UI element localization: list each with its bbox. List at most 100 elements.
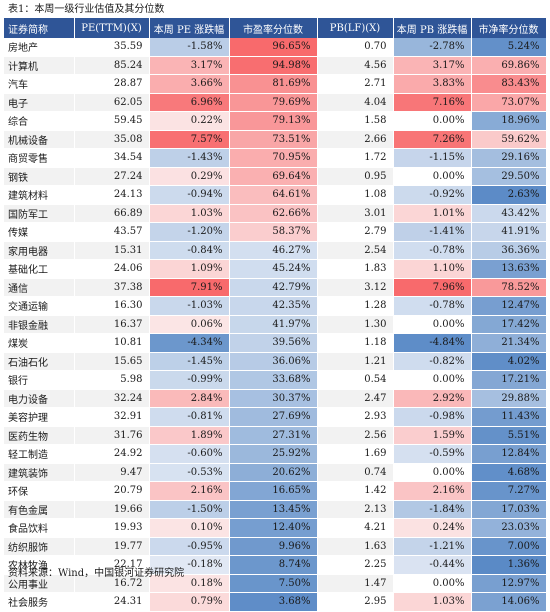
cell-pe: 35.59 — [74, 38, 150, 56]
cell-pb: 4.21 — [317, 518, 394, 537]
cell-pb-chg: -0.44% — [393, 555, 472, 574]
cell-pb-chg: 1.59% — [393, 426, 472, 445]
cell-pe-chg: -1.58% — [149, 38, 230, 56]
cell-pe-chg: -1.43% — [149, 148, 230, 167]
table-row: 美容护理 32.91 -0.81% 27.69% 2.93 -0.98% 11.43% — [4, 407, 547, 426]
cell-pb-chg: -0.98% — [393, 407, 472, 426]
cell-pb-chg: -0.59% — [393, 444, 472, 463]
cell-pe-pct: 33.68% — [229, 370, 318, 389]
cell-pb-pct: 17.03% — [471, 500, 547, 519]
cell-pb-pct: 36.36% — [471, 241, 547, 260]
cell-pe-chg: -1.03% — [149, 296, 230, 315]
cell-pb-pct: 73.07% — [471, 93, 547, 112]
cell-pe-pct: 25.92% — [229, 444, 318, 463]
table-row: 建筑装饰 9.47 -0.53% 20.62% 0.74 0.00% 4.68% — [4, 463, 547, 482]
cell-name: 美容护理 — [4, 407, 75, 426]
header-pb-percentile: 市净率分位数 — [471, 18, 547, 38]
table-row: 机械设备 35.08 7.57% 73.51% 2.66 7.26% 59.62% — [4, 130, 547, 149]
cell-pb-pct: 21.34% — [471, 333, 547, 352]
cell-pb-chg: -1.41% — [393, 222, 472, 241]
cell-pe-pct: 39.56% — [229, 333, 318, 352]
table-row: 综合 59.45 0.22% 79.13% 1.58 0.00% 18.96% — [4, 111, 547, 130]
cell-pe-pct: 13.45% — [229, 500, 318, 519]
cell-pb-chg: -0.92% — [393, 185, 472, 204]
cell-pe: 20.79 — [74, 481, 150, 500]
cell-pe-chg: -0.94% — [149, 185, 230, 204]
header-pe-change: 本周 PE 涨跌幅 — [149, 18, 230, 38]
cell-pb-pct: 78.52% — [471, 278, 547, 297]
cell-pe: 34.54 — [74, 148, 150, 167]
cell-pe: 24.92 — [74, 444, 150, 463]
cell-pe: 24.06 — [74, 259, 150, 278]
cell-pb: 2.47 — [317, 389, 394, 408]
cell-name: 综合 — [4, 111, 75, 130]
cell-name: 交通运输 — [4, 296, 75, 315]
cell-pb-pct: 29.50% — [471, 167, 547, 186]
table-row: 基础化工 24.06 1.09% 45.24% 1.83 1.10% 13.63% — [4, 259, 547, 278]
cell-pe: 10.81 — [74, 333, 150, 352]
cell-pb-chg: -0.78% — [393, 241, 472, 260]
cell-pb-chg: -1.15% — [393, 148, 472, 167]
cell-pb: 1.30 — [317, 315, 394, 334]
cell-pb-chg: 0.00% — [393, 111, 472, 130]
cell-pe-chg: 6.96% — [149, 93, 230, 112]
cell-pe: 43.57 — [74, 222, 150, 241]
header-pb: PB(LF)(X) — [317, 18, 394, 38]
cell-pb: 0.54 — [317, 370, 394, 389]
cell-pe-chg: 3.66% — [149, 74, 230, 93]
table-row: 汽车 28.87 3.66% 81.69% 2.71 3.83% 83.43% — [4, 74, 547, 93]
cell-name: 社会服务 — [4, 592, 75, 611]
cell-pe-pct: 41.97% — [229, 315, 318, 334]
cell-pb-pct: 2.63% — [471, 185, 547, 204]
header-row: 证券简称 PE(TTM)(X) 本周 PE 涨跌幅 市盈率分位数 PB(LF)(… — [4, 18, 547, 38]
cell-pe-chg: -0.60% — [149, 444, 230, 463]
cell-pe-pct: 94.98% — [229, 56, 318, 75]
cell-pb-pct: 17.21% — [471, 370, 547, 389]
cell-pb-chg: 1.03% — [393, 592, 472, 611]
table-row: 国防军工 66.89 1.03% 62.66% 3.01 1.01% 43.42% — [4, 204, 547, 223]
cell-pe-pct: 62.66% — [229, 204, 318, 223]
table-row: 钢铁 27.24 0.29% 69.64% 0.95 0.00% 29.50% — [4, 167, 547, 186]
cell-pe-chg: -0.84% — [149, 241, 230, 260]
cell-pe-chg: -4.34% — [149, 333, 230, 352]
table-row: 建筑材料 24.13 -0.94% 64.61% 1.08 -0.92% 2.63% — [4, 185, 547, 204]
cell-pe-pct: 8.74% — [229, 555, 318, 574]
header-pe-percentile: 市盈率分位数 — [229, 18, 318, 38]
cell-pb-pct: 43.42% — [471, 204, 547, 223]
cell-pe-chg: 7.91% — [149, 278, 230, 297]
cell-name: 环保 — [4, 481, 75, 500]
cell-pe-chg: 0.79% — [149, 592, 230, 611]
header-pb-change: 本周 PB 涨跌幅 — [393, 18, 472, 38]
cell-pb-pct: 13.63% — [471, 259, 547, 278]
cell-pb: 1.28 — [317, 296, 394, 315]
cell-pe-pct: 70.95% — [229, 148, 318, 167]
cell-pe-chg: 1.03% — [149, 204, 230, 223]
source-note: 资料来源：Wind，中国银河证券研究院 — [8, 568, 185, 579]
cell-pe: 15.65 — [74, 352, 150, 371]
cell-pe-pct: 79.13% — [229, 111, 318, 130]
cell-pe: 16.30 — [74, 296, 150, 315]
cell-pe-chg: 1.89% — [149, 426, 230, 445]
cell-pb-pct: 14.06% — [471, 592, 547, 611]
table-row: 农林牧渔 22.17 -0.18% 8.74% 2.25 -0.44% 1.36% — [4, 555, 547, 574]
cell-name: 有色金属 — [4, 500, 75, 519]
table-row: 电力设备 32.24 2.84% 30.37% 2.47 2.92% 29.88% — [4, 389, 547, 408]
cell-pb-pct: 23.03% — [471, 518, 547, 537]
cell-pb-chg: 0.00% — [393, 167, 472, 186]
table-row: 电子 62.05 6.96% 79.69% 4.04 7.16% 73.07% — [4, 93, 547, 112]
cell-pe-chg: -0.99% — [149, 370, 230, 389]
cell-pb-chg: 7.26% — [393, 130, 472, 149]
cell-pe-pct: 81.69% — [229, 74, 318, 93]
cell-pb: 0.70 — [317, 38, 394, 56]
cell-pe-pct: 20.62% — [229, 463, 318, 482]
cell-pe: 24.13 — [74, 185, 150, 204]
cell-pb-pct: 83.43% — [471, 74, 547, 93]
cell-pb: 1.47 — [317, 574, 394, 593]
cell-pe-pct: 79.69% — [229, 93, 318, 112]
cell-pb: 2.95 — [317, 592, 394, 611]
table-row: 通信 37.38 7.91% 42.79% 3.12 7.96% 78.52% — [4, 278, 547, 297]
cell-name: 汽车 — [4, 74, 75, 93]
cell-pe: 27.24 — [74, 167, 150, 186]
cell-pb: 4.56 — [317, 56, 394, 75]
cell-pe-pct: 42.79% — [229, 278, 318, 297]
